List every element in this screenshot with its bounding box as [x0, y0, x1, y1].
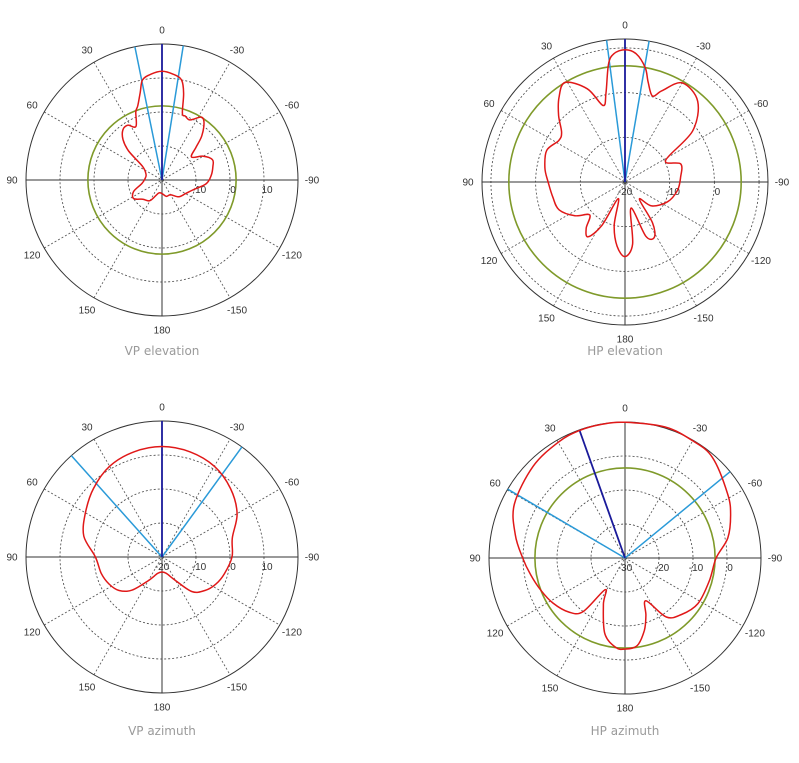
angle-tick-label: 0	[622, 21, 628, 32]
angle-tick-label: -150	[227, 682, 247, 693]
angle-tick-label: -90	[305, 553, 320, 564]
angle-tick-label: 180	[617, 704, 634, 715]
radial-tick-label: -10	[689, 563, 704, 574]
radial-tick-label: -20	[618, 187, 633, 198]
angle-tick-label: -30	[693, 424, 708, 435]
angle-tick-label: 30	[81, 46, 93, 57]
angle-tick-label: -60	[748, 479, 763, 490]
radial-tick-label: 0	[715, 187, 721, 198]
angle-tick-label: 90	[462, 178, 474, 189]
radiation-pattern	[82, 445, 238, 594]
angle-tick-label: 0	[159, 26, 165, 37]
radial-tick-label: -10	[665, 187, 680, 198]
radiation-pattern	[512, 421, 732, 651]
angle-tick-label: -120	[282, 628, 302, 639]
beam-edge-line	[507, 488, 626, 559]
angle-tick-label: 150	[79, 682, 96, 693]
angle-tick-label: 180	[617, 335, 634, 346]
angle-tick-label: 120	[24, 628, 41, 639]
beam-main-line	[578, 429, 626, 559]
radial-tick-label: -10	[192, 185, 207, 196]
polar-chart-4: 0 30 60 90 120 150 180 -150 -120 -90 -60 -30 -30 -20 -…	[469, 404, 782, 715]
angle-tick-label: -150	[693, 313, 713, 324]
angle-tick-label: 150	[79, 305, 96, 316]
angle-tick-label: -60	[754, 99, 769, 110]
radial-tick-label: -20	[155, 562, 170, 573]
beam-edge-line	[605, 40, 626, 183]
radial-tick-label: 10	[261, 185, 273, 196]
angle-tick-label: -120	[282, 251, 302, 262]
angle-tick-label: 90	[469, 554, 481, 565]
polar-chart-2: 0 30 60 90 120 150 180 -150 -120 -90 -60 -30 -20 -10 0	[462, 21, 789, 346]
angle-tick-label: -30	[230, 423, 245, 434]
radial-tick-label: 0	[230, 185, 236, 196]
angle-tick-label: -30	[230, 46, 245, 57]
angle-tick-label: 30	[541, 42, 553, 53]
caption-hp-elevation: HP elevation	[587, 344, 663, 358]
angle-tick-label: 120	[487, 629, 504, 640]
beam-edge-line	[161, 446, 243, 558]
angle-tick-label: 180	[154, 326, 171, 337]
angle-tick-label: 60	[490, 479, 502, 490]
angle-tick-label: -30	[696, 42, 711, 53]
caption-vp-elevation: VP elevation	[124, 344, 200, 358]
angle-tick-label: -60	[285, 101, 300, 112]
angle-tick-label: 150	[538, 313, 555, 324]
angle-tick-label: 90	[6, 176, 18, 187]
polar-chart-3: 0 30 60 90 120 150 180 -150 -120 -90 -60 -30 -20 -10 0…	[6, 403, 319, 714]
angle-tick-label: 0	[622, 404, 628, 415]
angle-tick-label: 90	[6, 553, 18, 564]
caption-hp-azimuth: HP azimuth	[590, 724, 660, 738]
angle-tick-label: -90	[775, 178, 790, 189]
radial-tick-label: 10	[261, 562, 273, 573]
angle-tick-label: -60	[285, 478, 300, 489]
radial-tick-label: 0	[727, 563, 733, 574]
angle-tick-label: -120	[751, 256, 771, 267]
angle-tick-label: -90	[768, 554, 783, 565]
angle-tick-label: -120	[745, 629, 765, 640]
beam-edge-line	[624, 471, 731, 559]
angle-tick-label: 0	[159, 403, 165, 414]
radial-tick-label: 0	[230, 562, 236, 573]
caption-vp-azimuth: VP azimuth	[128, 724, 196, 738]
angle-tick-label: 30	[81, 423, 93, 434]
angle-tick-label: -150	[227, 305, 247, 316]
angle-tick-label: 150	[542, 683, 559, 694]
angle-tick-label: 60	[27, 101, 39, 112]
angle-tick-label: 180	[154, 703, 171, 714]
angle-tick-label: 60	[483, 99, 495, 110]
angle-tick-label: 120	[481, 256, 498, 267]
radial-tick-label: -30	[618, 563, 633, 574]
radial-tick-label: -20	[655, 563, 670, 574]
angle-tick-label: 60	[27, 478, 39, 489]
beam-edge-line	[624, 40, 650, 183]
radial-tick-label: -10	[192, 562, 207, 573]
beam-edge-line	[134, 46, 163, 181]
angle-tick-label: 120	[24, 251, 41, 262]
beam-edge-line	[161, 45, 185, 181]
angle-tick-label: 30	[544, 424, 556, 435]
radiation-pattern	[121, 70, 215, 202]
reference-circle	[534, 467, 716, 649]
angle-tick-label: -90	[305, 176, 320, 187]
polar-chart-1: 0 30 60 90 120 150 180 -150 -120 -90 -60 -30 -10 0 10	[6, 26, 319, 337]
beam-edge-line	[70, 455, 163, 558]
angle-tick-label: -150	[690, 683, 710, 694]
radiation-pattern	[544, 48, 700, 258]
